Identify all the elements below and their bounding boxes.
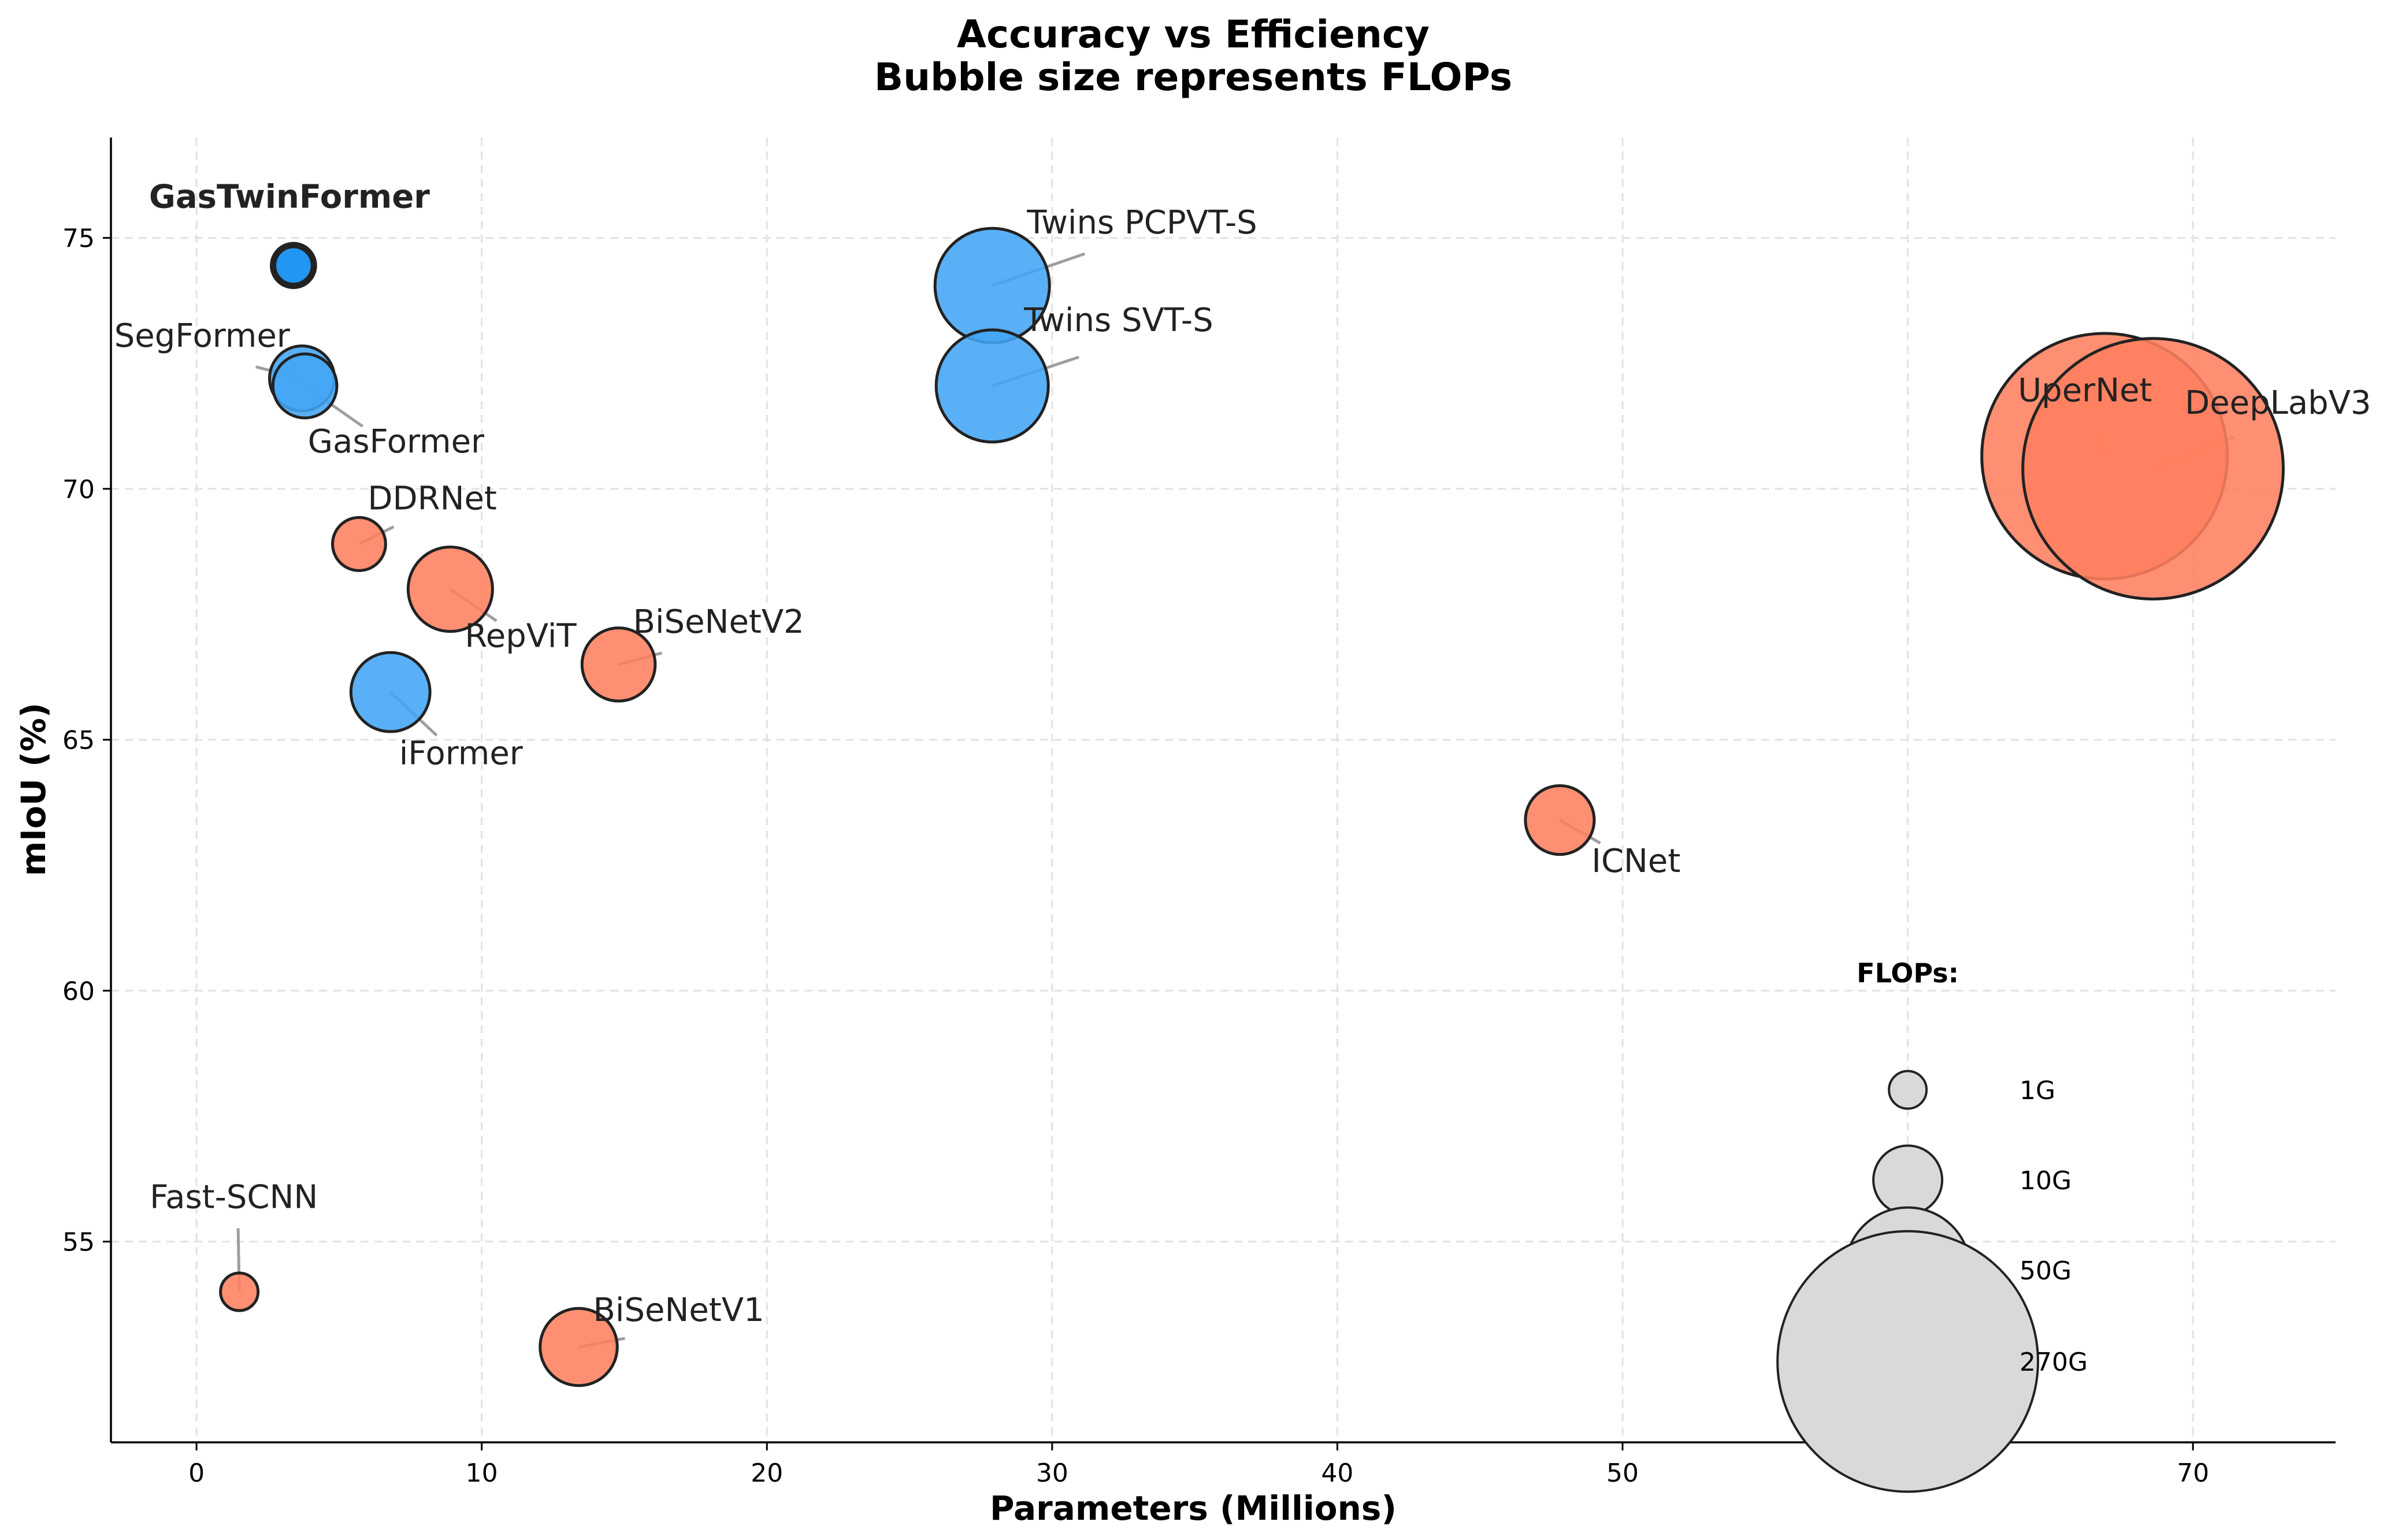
bubble-icnet: [1524, 784, 1596, 856]
legend-title: FLOPs:: [1857, 958, 1959, 989]
axes: 0102030405060705560657075: [62, 138, 2336, 1488]
x-axis-label: Parameters (Millions): [990, 1489, 1397, 1528]
legend-label-1g: 1G: [2020, 1076, 2055, 1105]
label-bisenetv2: BiSeNetV2: [633, 603, 804, 641]
x-tick-label: 50: [1606, 1459, 1639, 1488]
label-twins-pcpvt-s: Twins PCPVT-S: [1026, 204, 1257, 242]
legend-label-270g: 270G: [2020, 1348, 2088, 1377]
bubble-ddrnet: [331, 516, 387, 572]
label-upernet: UperNet: [2018, 372, 2152, 409]
legend-bubble-270g: [1776, 1230, 2040, 1493]
bubble-twins-svt-s: [934, 328, 1050, 444]
y-tick-label: 75: [62, 224, 95, 254]
label-gasformer: GasFormer: [308, 423, 485, 461]
chart-subtitle: Bubble size represents FLOPs: [874, 55, 1512, 99]
chart-title: Accuracy vs Efficiency: [957, 12, 1430, 57]
label-segformer: SegFormer: [114, 317, 291, 355]
flops-legend: FLOPs: 1G 10G 50G 270G: [1776, 958, 2088, 1493]
x-tick-label: 0: [188, 1459, 205, 1488]
bubble-bisenetv2: [580, 626, 657, 703]
x-tick-label: 30: [1036, 1459, 1068, 1488]
bubble-gastwinformer: [270, 242, 317, 290]
x-tick-label: 20: [751, 1459, 783, 1488]
legend-label-10g: 10G: [2020, 1166, 2072, 1196]
label-deeplabv3: DeepLabV3: [2185, 384, 2371, 422]
label-icnet: ICNet: [1591, 843, 1680, 880]
label-fast-scnn: Fast-SCNN: [150, 1178, 318, 1216]
label-repvit: RepViT: [465, 618, 577, 655]
y-tick-label: 55: [62, 1228, 95, 1257]
bubble-deeplabv3: [2021, 337, 2285, 601]
legend-label-50g: 50G: [2020, 1256, 2072, 1286]
y-tick-label: 70: [62, 475, 95, 504]
y-tick-label: 60: [62, 977, 95, 1006]
x-tick-label: 40: [1321, 1459, 1353, 1488]
bubble-fast-scnn: [219, 1271, 260, 1312]
bubbles: [219, 227, 2285, 1387]
x-tick-label: 10: [466, 1459, 498, 1488]
bubble-bisenetv1: [539, 1307, 619, 1387]
y-axis-label: mIoU (%): [14, 703, 53, 876]
bubble-gasformer: [271, 352, 339, 420]
label-iformer: iFormer: [399, 735, 524, 773]
y-tick-label: 65: [62, 726, 95, 755]
label-ddrnet: DDRNet: [367, 480, 496, 517]
label-bisenetv1: BiSeNetV1: [593, 1292, 764, 1329]
legend-bubble-10g: [1872, 1144, 1944, 1216]
x-tick-label: 70: [2177, 1459, 2209, 1488]
label-gastwinformer: GasTwinFormer: [149, 178, 430, 216]
bubble-repvit: [406, 546, 494, 633]
point-labels: GasTwinFormer SegFormer GasFormer DDRNet Rep…: [114, 178, 2371, 1329]
bubble-iformer: [349, 651, 432, 733]
legend-bubble-1g: [1888, 1070, 1928, 1110]
label-twins-svt-s: Twins SVT-S: [1023, 302, 1213, 339]
grid: [111, 138, 2336, 1442]
